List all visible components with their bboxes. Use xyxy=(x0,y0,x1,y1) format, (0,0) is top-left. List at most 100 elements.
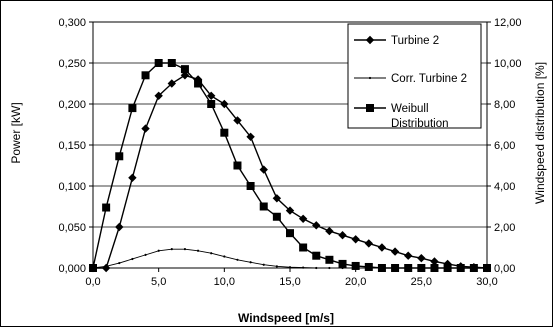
data-point xyxy=(302,266,305,269)
data-point xyxy=(483,264,491,272)
x-tick-label: 30,0 xyxy=(476,276,497,288)
legend-marker xyxy=(368,76,372,80)
y-right-tick-label: 0,00 xyxy=(494,263,515,275)
data-point xyxy=(430,264,439,272)
data-point xyxy=(443,264,452,272)
data-point xyxy=(115,222,124,232)
data-point xyxy=(298,214,308,223)
series-3 xyxy=(89,59,491,272)
data-point xyxy=(315,266,318,270)
data-point xyxy=(351,261,360,270)
data-point xyxy=(285,206,295,215)
data-point xyxy=(259,165,268,174)
data-point xyxy=(404,264,413,272)
x-tick-label: 20,0 xyxy=(345,276,366,288)
data-point xyxy=(325,255,334,264)
data-point xyxy=(404,251,413,260)
data-point xyxy=(417,264,426,272)
data-point xyxy=(417,253,426,263)
data-point xyxy=(312,251,321,260)
data-point xyxy=(246,132,255,141)
data-point xyxy=(338,231,347,240)
data-point xyxy=(115,152,124,161)
y-right-tick-label: 12,00 xyxy=(494,17,522,29)
data-point xyxy=(233,116,242,125)
data-point xyxy=(430,257,439,266)
x-tick-label: 15,0 xyxy=(279,276,300,288)
y-right-tick-label: 2,00 xyxy=(494,222,515,234)
series xyxy=(88,59,492,273)
data-point xyxy=(351,235,360,244)
data-point xyxy=(207,91,216,100)
data-point xyxy=(167,79,176,88)
legend-item: Corr. Turbine 2 xyxy=(354,73,467,85)
data-point xyxy=(180,71,190,80)
data-point xyxy=(89,264,97,272)
data-point xyxy=(364,262,373,271)
data-point xyxy=(469,264,478,272)
data-point xyxy=(233,161,242,170)
y-left-tick-label: 0,200 xyxy=(58,99,86,111)
data-point xyxy=(118,261,121,265)
data-point xyxy=(338,259,347,268)
data-point xyxy=(183,248,187,251)
legend-item: Weibull Distribution xyxy=(354,103,449,130)
x-tick-label: 25,0 xyxy=(411,276,432,288)
data-point xyxy=(154,59,163,67)
legend-item: Turbine 2 xyxy=(354,35,439,47)
legend-marker xyxy=(365,35,375,45)
x-tick-label: 10,0 xyxy=(214,276,235,288)
y-axis-right-title: Windspeed distribution [%] xyxy=(533,62,547,204)
data-point xyxy=(196,249,200,252)
data-point xyxy=(210,252,213,255)
x-tick-label: 5,0 xyxy=(151,276,166,288)
data-point xyxy=(391,264,400,272)
data-point xyxy=(456,264,465,272)
data-point xyxy=(207,100,216,108)
legend: Turbine 2 Corr. Turbine 2 Weibull Distribut… xyxy=(347,23,482,130)
y-axis-left-title: Power [kW] xyxy=(9,102,23,163)
y-right-tick-label: 4,00 xyxy=(494,181,515,193)
data-point xyxy=(154,91,163,100)
data-point xyxy=(180,65,189,74)
data-point xyxy=(325,226,334,236)
data-point xyxy=(377,243,387,252)
y-left-tick-label: 0,050 xyxy=(58,222,86,234)
data-point xyxy=(275,265,278,268)
data-point xyxy=(390,247,400,256)
data-point xyxy=(299,243,308,252)
data-point xyxy=(194,79,203,88)
data-point xyxy=(170,248,173,251)
data-point xyxy=(167,59,176,67)
data-point xyxy=(288,266,292,269)
data-point xyxy=(128,104,137,113)
legend-marker xyxy=(366,104,374,112)
data-point xyxy=(262,263,265,266)
y-left-tick-label: 0,150 xyxy=(58,140,86,152)
data-point xyxy=(105,265,108,268)
data-point xyxy=(328,266,331,270)
y-left-tick-label: 0,000 xyxy=(58,263,86,275)
x-axis-title: Windspeed [m/s] xyxy=(238,311,334,325)
data-point xyxy=(377,264,386,272)
data-point xyxy=(102,203,111,212)
data-point xyxy=(246,182,255,190)
y-left-tick-label: 0,250 xyxy=(58,58,86,70)
data-point xyxy=(128,173,137,182)
legend-label: Weibull Distribution xyxy=(391,103,449,130)
data-point xyxy=(272,194,282,203)
legend-label: Corr. Turbine 2 xyxy=(391,73,467,85)
tick-labels: 0,000 0,050 0,100 0,150 0,200 0,250 0,300 0,00 2… xyxy=(58,17,521,288)
y-right-tick-label: 10,00 xyxy=(494,58,522,70)
data-point xyxy=(249,261,252,264)
data-point xyxy=(141,71,150,80)
y-right-tick-label: 8,00 xyxy=(494,99,515,111)
data-point xyxy=(220,128,229,137)
data-point xyxy=(131,257,134,261)
data-point xyxy=(272,212,281,221)
legend-label: Turbine 2 xyxy=(391,35,439,47)
y-left-tick-label: 0,300 xyxy=(58,17,86,29)
data-point xyxy=(312,221,321,230)
